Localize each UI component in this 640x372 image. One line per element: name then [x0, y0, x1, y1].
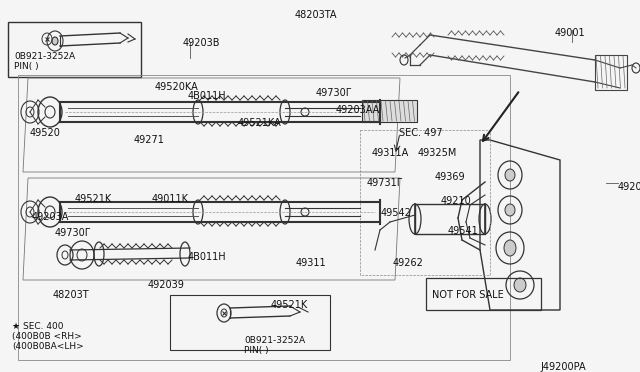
Text: 4B011H: 4B011H: [188, 252, 227, 262]
Bar: [8, 22, 141, 77]
Text: 492039: 492039: [148, 280, 185, 290]
Text: 48203TA: 48203TA: [295, 10, 337, 20]
Text: (400B0B <RH>: (400B0B <RH>: [12, 332, 82, 341]
Text: 49311: 49311: [296, 258, 326, 268]
Text: 49011K: 49011K: [152, 194, 189, 204]
Text: 49521K: 49521K: [271, 300, 308, 310]
Bar: [595, 55, 627, 90]
Bar: [362, 100, 417, 122]
Text: 0B921-3252A: 0B921-3252A: [14, 52, 75, 61]
Text: (400B0BA<LH>: (400B0BA<LH>: [12, 342, 84, 351]
Text: 49520KA: 49520KA: [155, 82, 199, 92]
Bar: [415, 204, 485, 234]
Text: 0B921-3252A: 0B921-3252A: [244, 336, 305, 345]
Text: 49203AA: 49203AA: [336, 105, 380, 115]
Text: 49542: 49542: [381, 208, 412, 218]
Ellipse shape: [505, 204, 515, 216]
Text: ★ SEC. 400: ★ SEC. 400: [12, 322, 63, 331]
Text: 49001: 49001: [555, 28, 586, 38]
Text: 49200: 49200: [618, 182, 640, 192]
Ellipse shape: [504, 240, 516, 256]
Text: 49730Γ: 49730Γ: [55, 228, 92, 238]
Text: 49311A: 49311A: [372, 148, 409, 158]
Text: 49203B: 49203B: [183, 38, 221, 48]
Text: 49203A: 49203A: [32, 212, 69, 222]
Text: J49200PA: J49200PA: [540, 362, 586, 372]
Text: NOT FOR SALE: NOT FOR SALE: [432, 290, 504, 300]
Bar: [18, 75, 510, 360]
Text: 49369: 49369: [435, 172, 466, 182]
Text: 49521K: 49521K: [75, 194, 112, 204]
Ellipse shape: [52, 37, 58, 45]
Text: 48203T: 48203T: [53, 290, 90, 300]
Text: 4B011H: 4B011H: [188, 91, 227, 101]
Ellipse shape: [514, 278, 526, 292]
Text: 49271: 49271: [134, 135, 165, 145]
Text: 49731Γ: 49731Γ: [367, 178, 403, 188]
Text: 49325M: 49325M: [418, 148, 458, 158]
Text: 49520: 49520: [30, 128, 61, 138]
Text: 49210: 49210: [441, 196, 472, 206]
Bar: [170, 295, 330, 350]
Text: PIN( ): PIN( ): [244, 346, 269, 355]
Ellipse shape: [505, 169, 515, 181]
Bar: [426, 278, 541, 310]
Text: 49262: 49262: [393, 258, 424, 268]
Text: 49541: 49541: [448, 226, 479, 236]
Text: 49730Γ: 49730Γ: [316, 88, 352, 98]
Text: 49521KA: 49521KA: [238, 118, 282, 128]
Text: PIN( ): PIN( ): [14, 62, 38, 71]
Text: SEC. 497: SEC. 497: [399, 128, 443, 138]
